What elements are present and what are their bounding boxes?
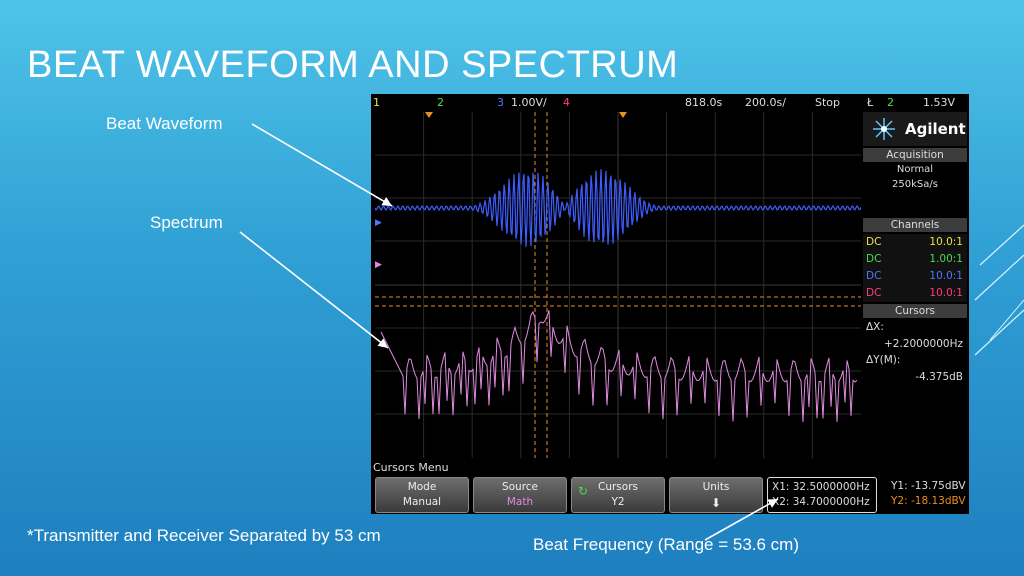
units-softkey[interactable]: Units ⬇ bbox=[669, 477, 763, 513]
softkey-label: Mode bbox=[407, 481, 437, 493]
softkey-label: Source bbox=[501, 481, 539, 493]
spectrum-arrow bbox=[239, 231, 389, 349]
slide-title: BEAT WAVEFORM AND SPECTRUM bbox=[27, 44, 679, 86]
rotate-knob-icon: ↻ bbox=[578, 484, 589, 498]
x2-readout: X2: 34.7000000Hz bbox=[772, 496, 870, 508]
channel-row: DC 10.0:1 bbox=[863, 285, 967, 302]
down-arrow-icon: ⬇ bbox=[710, 496, 722, 510]
trigger-channel: 2 bbox=[887, 96, 894, 109]
beat-waveform-trace bbox=[375, 169, 861, 247]
cursors-box: ΔX: +2.2000000Hz ΔY(M): -4.375dB bbox=[863, 318, 967, 388]
channel-row: DC 1.00:1 bbox=[863, 251, 967, 268]
channel-row: DC 10.0:1 bbox=[863, 268, 967, 285]
spectrum-trace bbox=[380, 310, 858, 422]
delta-y-label: ΔY(M): bbox=[866, 354, 901, 366]
acquisition-mode: Normal bbox=[896, 164, 934, 175]
y1-readout: Y1: -13.75dBV bbox=[891, 480, 966, 492]
ch2-indicator[interactable]: 2 bbox=[437, 96, 444, 109]
channel-probe-ratio: 10.0:1 bbox=[929, 270, 963, 282]
y-readout-box: Y1: -13.75dBV Y2: -18.13dBV bbox=[885, 477, 967, 511]
spectrum-label: Spectrum bbox=[150, 213, 223, 232]
waveform-display: ▶ ▶ bbox=[375, 112, 861, 458]
cursors-softkey[interactable]: ↻ Cursors Y2 bbox=[571, 477, 665, 513]
delta-x-label: ΔX: bbox=[866, 321, 884, 333]
timebase-readout: 200.0s/ bbox=[745, 96, 786, 109]
channel-coupling: DC bbox=[866, 236, 882, 248]
x-readout-box: X1: 32.5000000Hz X2: 34.7000000Hz bbox=[767, 477, 877, 513]
channel-coupling: DC bbox=[866, 287, 882, 299]
delta-x-value: +2.2000000Hz bbox=[884, 338, 963, 350]
delay-readout: 818.0s bbox=[685, 96, 723, 109]
scope-status-bar: 1 2 3 1.00V/ 4 818.0s 200.0s/ Stop Ł 2 1… bbox=[371, 94, 969, 112]
oscilloscope-screen: 1 2 3 1.00V/ 4 818.0s 200.0s/ Stop Ł 2 1… bbox=[371, 94, 969, 514]
mode-softkey[interactable]: Mode Manual bbox=[375, 477, 469, 513]
softkey-label: Units bbox=[702, 481, 730, 493]
math-ground-marker: ▶ bbox=[375, 260, 382, 270]
footnote: *Transmitter and Receiver Separated by 5… bbox=[27, 526, 381, 545]
channels-list: DC 10.0:1 DC 1.00:1 DC 10.0:1 DC 10.0:1 bbox=[863, 234, 967, 302]
brand-box: Agilent bbox=[863, 112, 967, 146]
channel-row: DC 10.0:1 bbox=[863, 234, 967, 251]
softkey-value: Y2 bbox=[611, 496, 625, 508]
channel-probe-ratio: 10.0:1 bbox=[929, 287, 963, 299]
channel-coupling: DC bbox=[866, 270, 882, 282]
acquisition-header[interactable]: Acquisition bbox=[863, 148, 967, 162]
menu-title: Cursors Menu bbox=[373, 461, 449, 474]
ch1-indicator[interactable]: 1 bbox=[373, 96, 380, 109]
delta-y-value: -4.375dB bbox=[915, 371, 963, 383]
channel-probe-ratio: 10.0:1 bbox=[929, 236, 963, 248]
ch3-ground-marker: ▶ bbox=[375, 218, 382, 228]
softkey-value: Manual bbox=[402, 496, 442, 508]
trigger-marker-left bbox=[425, 112, 433, 118]
acquisition-box: Normal 250kSa/s bbox=[863, 162, 967, 196]
agilent-spark-icon bbox=[873, 118, 895, 140]
softkey-value: Math bbox=[506, 496, 534, 508]
ch4-indicator[interactable]: 4 bbox=[563, 96, 570, 109]
beat-waveform-label: Beat Waveform bbox=[106, 114, 223, 133]
acquisition-rate: 250kSa/s bbox=[892, 179, 938, 190]
trigger-level: 1.53V bbox=[923, 96, 956, 109]
softkey-bar: Mode Manual Source Math ↻ Cursors Y2 Uni… bbox=[371, 475, 969, 514]
x1-readout: X1: 32.5000000Hz bbox=[772, 481, 870, 493]
channel-probe-ratio: 1.00:1 bbox=[929, 253, 963, 265]
side-panel: Agilent Acquisition Normal 250kSa/s Chan… bbox=[863, 112, 967, 458]
ch3-scale: 1.00V/ bbox=[511, 96, 547, 109]
cursors-header[interactable]: Cursors bbox=[863, 304, 967, 318]
trigger-slope-icon: Ł bbox=[867, 96, 874, 109]
trigger-marker-right bbox=[619, 112, 627, 118]
softkey-label: Cursors bbox=[598, 481, 638, 493]
beat-frequency-label: Beat Frequency (Range = 53.6 cm) bbox=[533, 535, 799, 554]
y2-readout: Y2: -18.13dBV bbox=[891, 495, 966, 507]
brand-name: Agilent bbox=[905, 120, 966, 138]
ch3-indicator[interactable]: 3 bbox=[497, 96, 504, 109]
channel-coupling: DC bbox=[866, 253, 882, 265]
channels-header[interactable]: Channels bbox=[863, 218, 967, 232]
run-state: Stop bbox=[815, 96, 841, 109]
source-softkey[interactable]: Source Math bbox=[473, 477, 567, 513]
